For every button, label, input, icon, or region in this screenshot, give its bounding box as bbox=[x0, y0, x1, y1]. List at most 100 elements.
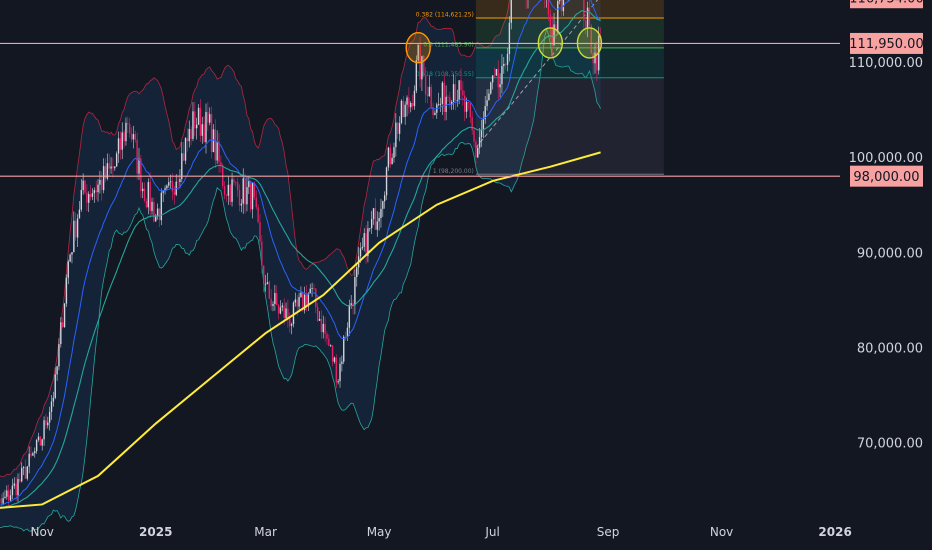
candle-body bbox=[464, 95, 466, 112]
candle-body bbox=[17, 479, 19, 496]
candle-body bbox=[397, 122, 399, 134]
candle-body bbox=[93, 190, 96, 194]
candle-body bbox=[346, 327, 349, 338]
candle-body bbox=[259, 222, 261, 242]
candle-body bbox=[108, 163, 110, 169]
candle-body bbox=[190, 129, 192, 139]
time-axis[interactable]: Nov2025MarMayJulSepNov2026Mar bbox=[30, 525, 932, 539]
candle-body bbox=[449, 97, 451, 106]
candle-body bbox=[318, 319, 321, 321]
candle-body bbox=[352, 303, 354, 306]
candle-body bbox=[382, 201, 384, 209]
candle-body bbox=[155, 215, 157, 222]
candle-body bbox=[447, 96, 449, 98]
price-axis[interactable]: 140,000.00130,000.00120,000.00110,000.00… bbox=[849, 0, 923, 452]
candle-body bbox=[39, 436, 42, 446]
candle-body bbox=[248, 181, 250, 188]
candle-body bbox=[590, 25, 592, 54]
candle-body bbox=[480, 129, 483, 138]
candle-body bbox=[592, 53, 594, 64]
candle-body bbox=[281, 305, 284, 308]
candle-body bbox=[469, 103, 472, 118]
candle-body bbox=[497, 68, 499, 88]
candle-body bbox=[443, 82, 445, 112]
candle-body bbox=[585, 20, 587, 28]
candle-body bbox=[303, 294, 306, 311]
candle-body bbox=[475, 141, 477, 158]
candle-body bbox=[19, 479, 21, 482]
candle-body bbox=[147, 182, 149, 208]
candle-body bbox=[473, 130, 475, 142]
candle-body bbox=[67, 261, 69, 278]
candle-body bbox=[188, 129, 190, 142]
candle-body bbox=[212, 129, 215, 153]
candle-body bbox=[145, 200, 148, 208]
candle-body bbox=[361, 246, 364, 249]
candle-body bbox=[76, 218, 79, 238]
candle-body bbox=[242, 178, 244, 204]
candle-body bbox=[140, 158, 142, 192]
candle-body bbox=[119, 138, 122, 150]
candle-body bbox=[32, 453, 34, 456]
candle-body bbox=[169, 181, 172, 183]
candle-body bbox=[504, 63, 507, 65]
candle-body bbox=[331, 345, 334, 362]
candle-body bbox=[61, 322, 64, 328]
candle-body bbox=[439, 103, 442, 105]
highlight-circles[interactable] bbox=[405, 27, 603, 64]
candle-body bbox=[102, 166, 105, 191]
candle-body bbox=[491, 75, 494, 83]
candle-body bbox=[156, 208, 159, 216]
candle-body bbox=[121, 132, 123, 150]
x-tick-label: Nov bbox=[30, 525, 53, 539]
candle-body bbox=[495, 68, 498, 76]
horizontal-levels[interactable]: 116,754.00 111,950.00 98,000.00 bbox=[0, 0, 924, 187]
candle-body bbox=[24, 466, 27, 479]
candle-body bbox=[186, 138, 189, 142]
candle-body bbox=[63, 303, 66, 328]
candle-body bbox=[339, 363, 341, 382]
candle-body bbox=[104, 166, 107, 179]
candle-body bbox=[179, 179, 181, 182]
candle-body bbox=[454, 84, 457, 101]
candle-body bbox=[194, 111, 196, 129]
candle-body bbox=[69, 254, 71, 262]
candle-body bbox=[266, 282, 269, 284]
candle-body bbox=[376, 221, 378, 230]
candle-body bbox=[13, 483, 15, 486]
level-badge-label: 111,950.00 bbox=[849, 37, 923, 52]
candle-body bbox=[471, 117, 473, 131]
candle-body bbox=[385, 167, 388, 196]
candle-body bbox=[426, 94, 429, 97]
candle-body bbox=[84, 180, 86, 193]
candle-body bbox=[421, 56, 423, 80]
candle-body bbox=[136, 139, 138, 174]
candle-body bbox=[2, 498, 4, 504]
candle-body bbox=[218, 141, 220, 163]
candle-body bbox=[106, 163, 109, 179]
candle-body bbox=[462, 90, 464, 96]
candle-body bbox=[287, 308, 289, 319]
candle-body bbox=[233, 179, 235, 183]
candle-body bbox=[166, 185, 168, 189]
candle-body bbox=[428, 86, 431, 97]
candle-body bbox=[41, 439, 43, 446]
candle-body bbox=[123, 132, 125, 142]
candle-body bbox=[374, 208, 377, 230]
candle-body bbox=[117, 138, 120, 154]
candle-body bbox=[47, 422, 49, 426]
candle-body bbox=[326, 333, 328, 339]
candle-body bbox=[553, 24, 555, 46]
candle-body bbox=[238, 189, 241, 206]
candle-body bbox=[432, 106, 434, 115]
candle-body bbox=[294, 299, 297, 303]
candle-body bbox=[78, 209, 81, 219]
band-lower-line bbox=[0, 27, 601, 532]
candle-body bbox=[503, 63, 505, 66]
candle-body bbox=[486, 100, 488, 107]
fib-level-label: 0.618 (108,350.55) bbox=[416, 71, 474, 78]
candle-body bbox=[201, 124, 203, 136]
candle-body bbox=[501, 65, 503, 85]
candle-body bbox=[465, 101, 468, 112]
